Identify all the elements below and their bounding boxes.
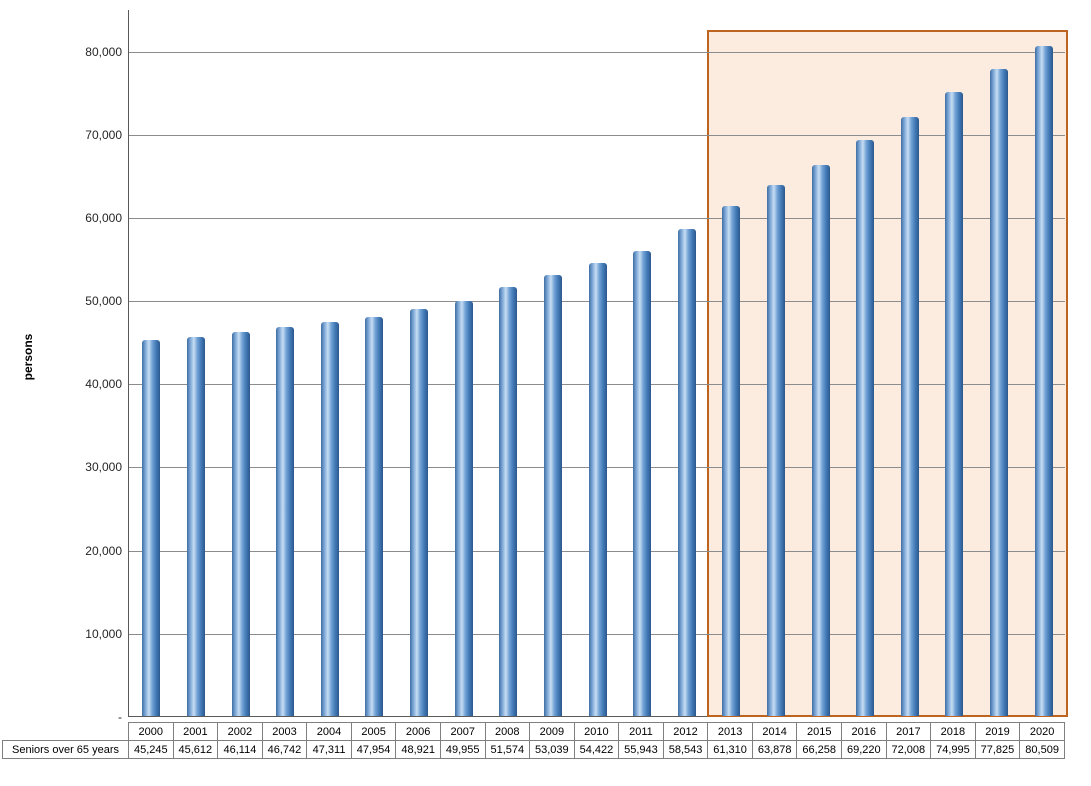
bar-2020 xyxy=(1034,46,1053,716)
gridline xyxy=(129,51,1065,53)
data-table: 2000 2001 2002 2003 2004 2005 2006 2007 2008 2009… xyxy=(2,722,1065,759)
year-cell: 2016 xyxy=(841,722,887,741)
year-cell: 2011 xyxy=(618,722,664,741)
bar-2018 xyxy=(945,92,964,716)
table-corner-cell xyxy=(3,723,129,741)
year-cell: 2017 xyxy=(885,722,932,741)
value-cell: 46,742 xyxy=(261,740,308,759)
bar-2006 xyxy=(410,309,429,716)
value-cell: 51,574 xyxy=(484,740,531,759)
bar-2004 xyxy=(320,322,339,716)
value-cell: 77,825 xyxy=(974,740,1021,759)
gridline xyxy=(129,217,1065,219)
bar-2000 xyxy=(142,339,161,716)
value-cell: 47,311 xyxy=(306,740,352,759)
year-cell: 2013 xyxy=(707,722,753,741)
year-cell: 2020 xyxy=(1019,722,1065,741)
bar-2014 xyxy=(766,184,785,716)
data-table-container: 2000 2001 2002 2003 2004 2005 2006 2007 2008 2009… xyxy=(2,722,1065,759)
bar-2016 xyxy=(856,140,875,716)
value-cell: 45,245 xyxy=(128,740,174,759)
bar-2005 xyxy=(365,317,384,716)
forecast-highlight-region xyxy=(707,30,1068,717)
year-cell: 2006 xyxy=(395,722,441,741)
year-cell: 2014 xyxy=(751,722,798,741)
value-cell: 61,310 xyxy=(707,740,753,759)
value-cell: 45,612 xyxy=(172,740,219,759)
bar-2013 xyxy=(722,206,741,716)
y-tick-label: 80,000 xyxy=(85,44,122,59)
y-tick-label: 50,000 xyxy=(85,294,122,309)
year-cell: 2015 xyxy=(796,722,842,741)
value-cell: 48,921 xyxy=(395,740,441,759)
bar-2002 xyxy=(231,332,250,716)
year-cell: 2002 xyxy=(217,722,263,741)
year-cell: 2012 xyxy=(662,722,709,741)
year-cell: 2018 xyxy=(930,722,976,741)
series-row-header: Seniors over 65 years xyxy=(2,740,129,759)
year-cell: 2003 xyxy=(261,722,308,741)
year-cell: 2019 xyxy=(974,722,1021,741)
year-cell: 2005 xyxy=(350,722,397,741)
year-cell: 2008 xyxy=(484,722,531,741)
bar-2019 xyxy=(990,68,1009,716)
value-cell: 63,878 xyxy=(751,740,798,759)
bar-2001 xyxy=(186,336,205,716)
y-tick-label: 70,000 xyxy=(85,127,122,142)
y-tick-label: 60,000 xyxy=(85,210,122,225)
gridline xyxy=(129,134,1065,136)
y-tick-label: 20,000 xyxy=(85,543,122,558)
y-tick-label: 10,000 xyxy=(85,626,122,641)
value-cell: 80,509 xyxy=(1019,740,1065,759)
value-cell: 74,995 xyxy=(930,740,976,759)
bar-2011 xyxy=(633,250,652,716)
y-tick-label: - xyxy=(118,710,122,724)
year-cell: 2007 xyxy=(439,722,486,741)
bar-2010 xyxy=(588,263,607,716)
y-tick-label: 30,000 xyxy=(85,460,122,475)
y-tick-label: 40,000 xyxy=(85,377,122,392)
year-cell: 2004 xyxy=(306,722,352,741)
bar-2017 xyxy=(900,117,919,716)
value-cell: 66,258 xyxy=(796,740,842,759)
value-cell: 54,422 xyxy=(573,740,620,759)
bar-2008 xyxy=(499,287,518,716)
bar-2003 xyxy=(276,327,295,716)
value-cell: 55,943 xyxy=(618,740,664,759)
value-cell: 58,543 xyxy=(662,740,709,759)
bar-2015 xyxy=(811,164,830,716)
bar-2007 xyxy=(454,300,473,716)
bar-2009 xyxy=(543,274,562,716)
value-cell: 46,114 xyxy=(217,740,263,759)
value-cell: 69,220 xyxy=(841,740,887,759)
value-cell: 49,955 xyxy=(439,740,486,759)
y-axis-tick-labels: - 10,000 20,000 30,000 40,000 50,000 60,000 70,… xyxy=(0,10,122,724)
year-cell: 2010 xyxy=(573,722,620,741)
year-cell: 2009 xyxy=(529,722,575,741)
value-cell: 47,954 xyxy=(350,740,397,759)
bar-2012 xyxy=(677,229,696,716)
year-cell: 2001 xyxy=(172,722,219,741)
plot-area xyxy=(128,10,1068,717)
value-cell: 72,008 xyxy=(885,740,932,759)
year-cell: 2000 xyxy=(128,722,174,741)
value-cell: 53,039 xyxy=(529,740,575,759)
